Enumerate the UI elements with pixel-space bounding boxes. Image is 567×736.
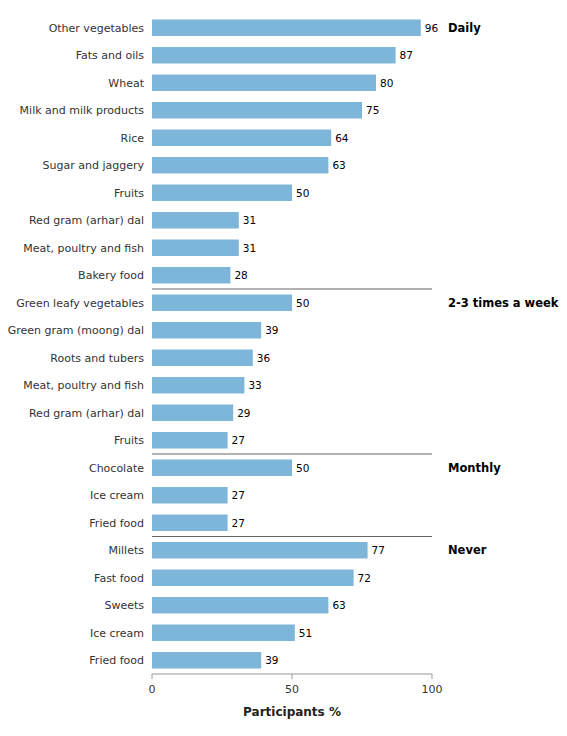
- data-label: 29: [237, 407, 250, 419]
- x-tick: [432, 674, 433, 679]
- bar: [152, 75, 376, 92]
- bar: [152, 102, 362, 119]
- data-label: 63: [332, 159, 345, 171]
- data-label: 72: [358, 572, 371, 584]
- bar: [152, 157, 328, 174]
- bars: [152, 20, 421, 669]
- x-axis: 0 50 100 Participants %: [149, 674, 443, 719]
- category-label: Ice cream: [90, 489, 144, 502]
- bar: [152, 130, 331, 147]
- section-separator: [152, 289, 432, 290]
- bar: [152, 212, 239, 229]
- bar: [152, 652, 261, 669]
- category-label: Rice: [120, 132, 144, 145]
- x-tick-label: 50: [285, 683, 299, 696]
- data-label: 27: [232, 434, 245, 446]
- x-tick: [292, 674, 293, 679]
- data-label: 31: [243, 242, 256, 254]
- section-separator: [152, 536, 432, 537]
- data-label: 50: [296, 462, 309, 474]
- category-label: Fried food: [89, 654, 144, 667]
- section-separator: [152, 454, 432, 455]
- bar: [152, 570, 354, 587]
- section-label: Never: [448, 543, 487, 557]
- category-label: Fast food: [94, 572, 144, 585]
- sections: Daily 2-3 times a week Monthly Never: [152, 21, 559, 558]
- bar: [152, 625, 295, 642]
- category-label: Fruits: [114, 187, 144, 200]
- category-label: Chocolate: [89, 462, 144, 475]
- category-label: Milk and milk products: [20, 104, 145, 117]
- category-label: Sweets: [104, 599, 144, 612]
- section-label: Daily: [448, 21, 481, 35]
- x-axis-line: [152, 674, 432, 675]
- data-label: 96: [425, 22, 439, 34]
- category-label: Bakery food: [78, 269, 144, 282]
- bar: [152, 185, 292, 202]
- bar: [152, 432, 228, 449]
- category-label: Sugar and jaggery: [43, 159, 145, 172]
- bar: [152, 597, 328, 614]
- bar: [152, 515, 228, 532]
- bar: [152, 47, 396, 64]
- category-label: Fruits: [114, 434, 144, 447]
- bar: [152, 240, 239, 257]
- data-label: 27: [232, 489, 245, 501]
- bar: [152, 487, 228, 504]
- bar: [152, 460, 292, 477]
- data-label: 51: [299, 627, 312, 639]
- category-label: Meat, poultry and fish: [23, 379, 144, 392]
- bar: [152, 405, 233, 422]
- category-label: Red gram (arhar) dal: [29, 214, 144, 227]
- category-label: Roots and tubers: [50, 352, 144, 365]
- data-label: 28: [234, 269, 247, 281]
- category-label: Ice cream: [90, 627, 144, 640]
- x-tick-label: 100: [422, 683, 443, 696]
- data-label: 39: [265, 654, 278, 666]
- category-label: Green leafy vegetables: [16, 297, 144, 310]
- data-label: 50: [296, 297, 309, 309]
- section-label: Monthly: [448, 461, 501, 475]
- category-label: Fats and oils: [76, 49, 145, 62]
- category-label: Meat, poultry and fish: [23, 242, 144, 255]
- category-label: Green gram (moong) dal: [8, 324, 144, 337]
- data-label: 75: [366, 104, 379, 116]
- data-label: 50: [296, 187, 309, 199]
- data-label: 80: [380, 77, 393, 89]
- bar: [152, 542, 368, 559]
- category-label: Wheat: [108, 77, 144, 90]
- x-tick: [152, 674, 153, 679]
- category-label: Other vegetables: [49, 22, 145, 35]
- data-label: 31: [243, 214, 256, 226]
- data-label: 87: [400, 49, 413, 61]
- data-label: 63: [332, 599, 345, 611]
- bar: [152, 350, 253, 367]
- labels: 96 Other vegetables 87 Fats and oils 80 Wheat…: [8, 22, 439, 668]
- x-axis-label: Participants %: [243, 705, 341, 719]
- data-label: 64: [335, 132, 349, 144]
- data-label: 36: [257, 352, 271, 364]
- section-label: 2-3 times a week: [448, 296, 559, 310]
- bar: [152, 322, 261, 339]
- x-tick-label: 0: [149, 683, 156, 696]
- category-label: Fried food: [89, 517, 144, 530]
- data-label: 33: [248, 379, 261, 391]
- category-label: Millets: [109, 544, 145, 557]
- bar: [152, 295, 292, 312]
- chart: 0 50 100 Participants % 96 Other vegetables 87…: [0, 0, 567, 736]
- data-label: 39: [265, 324, 278, 336]
- bar: [152, 20, 421, 37]
- bar: [152, 377, 244, 394]
- bar: [152, 267, 230, 284]
- data-label: 27: [232, 517, 245, 529]
- data-label: 77: [372, 544, 385, 556]
- category-label: Red gram (arhar) dal: [29, 407, 144, 420]
